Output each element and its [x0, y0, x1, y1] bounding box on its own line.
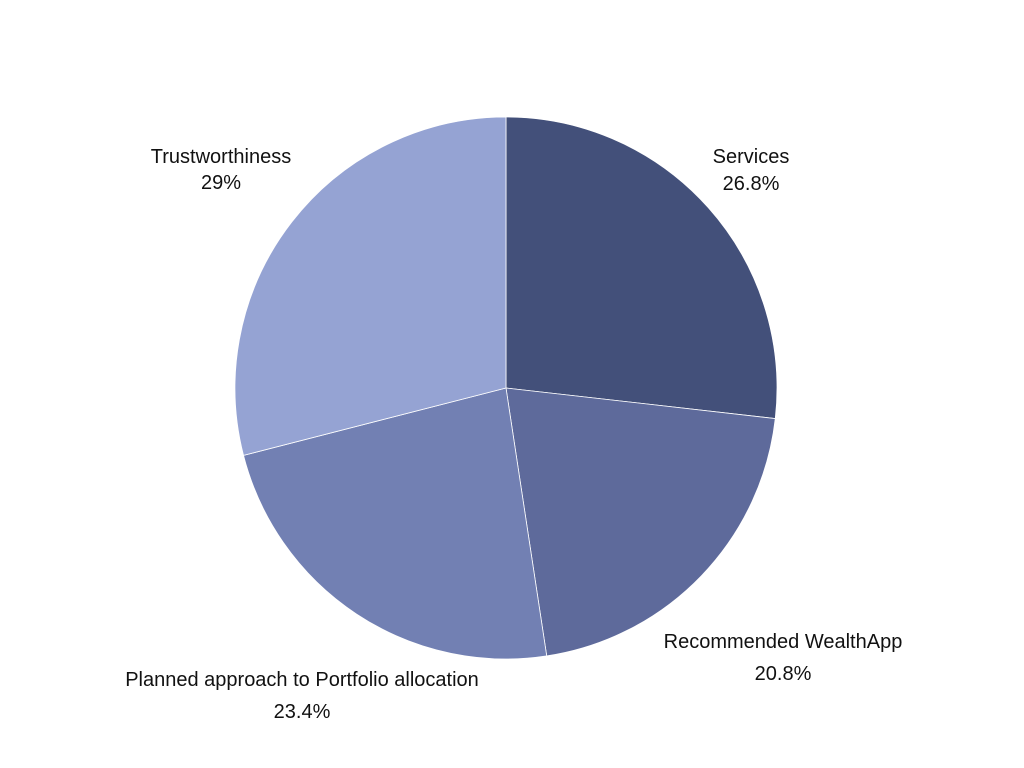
- pie-slice-planned-approach-to-portfolio-allocation: [243, 387, 548, 660]
- slice-value-label: 23.4%: [274, 701, 331, 723]
- pie-slice-recommended-wealthapp: [505, 387, 776, 657]
- pie-slice-trustworthiness: [234, 116, 507, 456]
- slice-label: Planned approach to Portfolio allocation: [125, 669, 479, 691]
- slice-value-label: 26.8%: [723, 173, 780, 195]
- slice-label: Trustworthiness: [151, 146, 291, 168]
- slice-value-label: 20.8%: [755, 663, 812, 685]
- pie-slice-services: [505, 116, 778, 420]
- slice-label: Services: [713, 146, 790, 168]
- slice-label: Recommended WealthApp: [664, 631, 903, 653]
- slice-value-label: 29%: [201, 172, 241, 194]
- pie-slices: [234, 116, 778, 660]
- pie-labels: Services 26.8% Recommended WealthApp 20.8% P…: [125, 146, 902, 723]
